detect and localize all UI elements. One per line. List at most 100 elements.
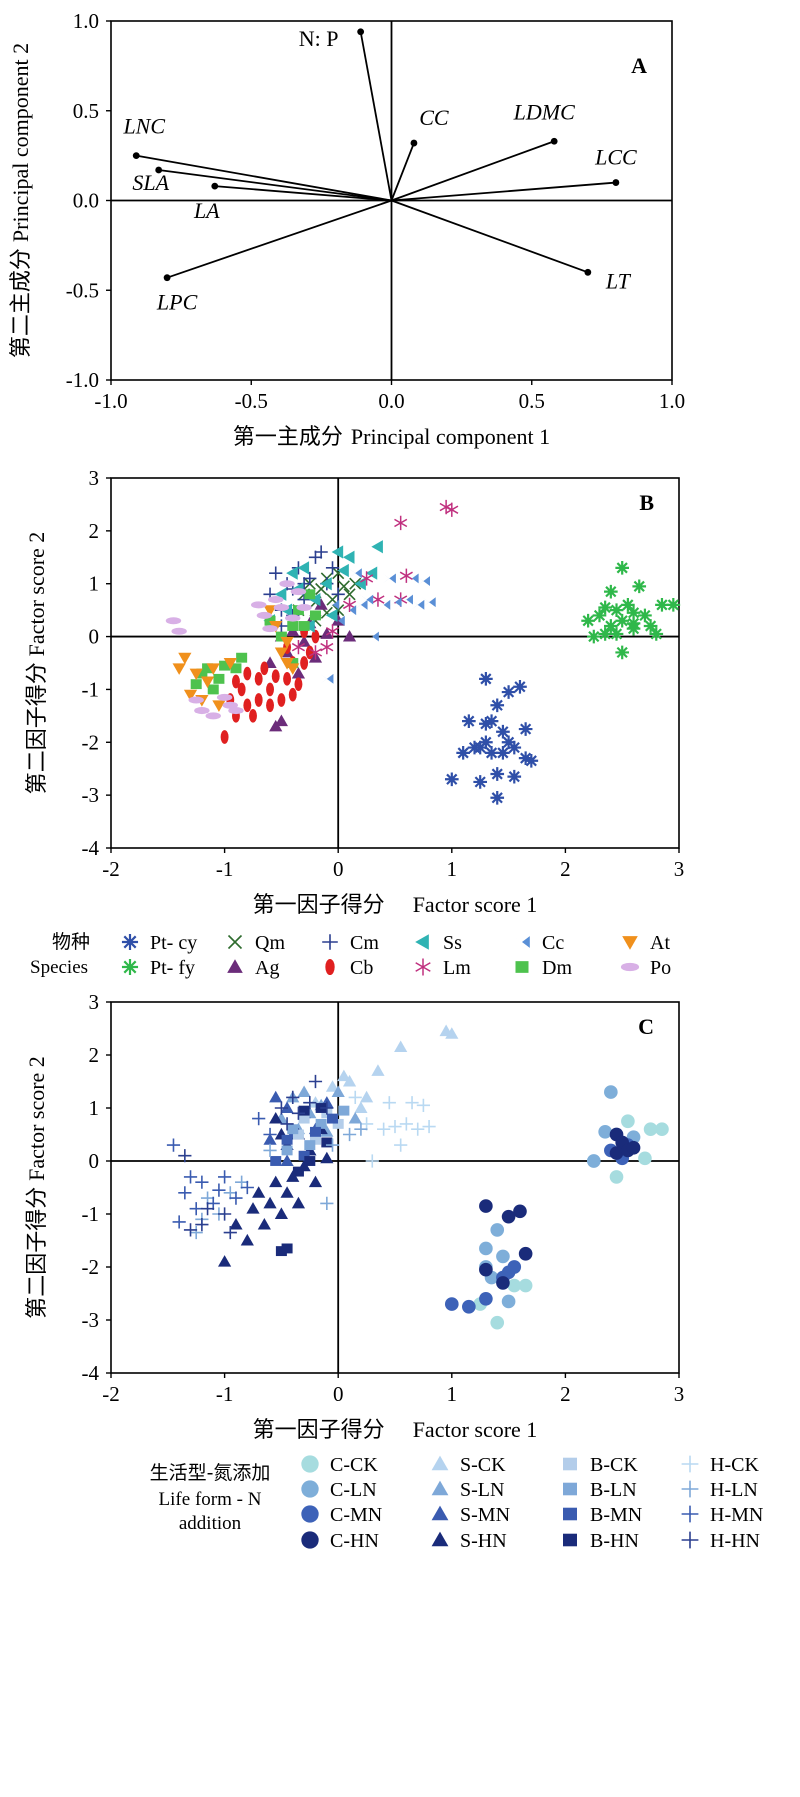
x-axis-title-en: Factor score 1 (413, 892, 538, 917)
data-point (189, 1202, 203, 1216)
data-point (507, 769, 522, 784)
data-points (166, 1024, 669, 1330)
legend-marker (121, 933, 139, 951)
data-point (202, 663, 214, 674)
data-point (320, 1101, 334, 1115)
x-tick-label: 3 (674, 1382, 685, 1406)
loading-point (163, 274, 171, 282)
data-point (518, 1278, 533, 1293)
data-point (274, 1207, 288, 1219)
y-tick-label: 0.5 (73, 99, 99, 123)
data-point (371, 592, 385, 607)
data-point (260, 661, 269, 676)
data-point (314, 598, 328, 610)
data-point (479, 1241, 493, 1256)
data-point (655, 598, 669, 612)
y-tick-label: -2 (82, 730, 100, 754)
data-point (348, 1112, 362, 1124)
x-tick-label: 1 (447, 857, 458, 881)
data-point (371, 1064, 385, 1076)
legend-marker (681, 1531, 699, 1549)
series-s-ck (308, 1024, 459, 1113)
legend-label: At (650, 932, 670, 954)
data-point (243, 666, 252, 681)
data-point (304, 589, 316, 600)
data-point (655, 1122, 669, 1137)
legend-marker (681, 1505, 699, 1523)
x-tick-label: -1 (216, 857, 234, 881)
loading-vector (158, 169, 392, 202)
data-point (484, 746, 499, 760)
legend-label: Lm (443, 957, 471, 979)
data-point (490, 698, 505, 713)
legend-title-cn: 物种 (52, 931, 90, 953)
y-axis-title: 第二因子得分 Factor score 2 (24, 1056, 50, 1319)
data-point (297, 635, 311, 647)
data-point (422, 1119, 436, 1134)
data-point (250, 601, 267, 609)
loading-vector (391, 140, 555, 202)
y-tick-label: -1 (82, 677, 100, 701)
legend-title-cn: 生活型-氮添加 (150, 1462, 271, 1484)
data-point (490, 767, 505, 781)
data-point (479, 716, 493, 731)
legend-marker (681, 1480, 699, 1498)
y-tick-label: -2 (82, 1255, 100, 1279)
x-axis-title-cn: 第一因子得分 (253, 1418, 385, 1443)
data-point (297, 561, 310, 575)
data-point (490, 790, 505, 805)
legend-marker (515, 961, 529, 973)
data-point (222, 701, 238, 709)
data-point (411, 1122, 425, 1136)
legend-title-line-2: addition (179, 1513, 242, 1534)
vector-label: SLA (132, 170, 169, 195)
vector-label: LA (193, 198, 220, 223)
data-point (524, 753, 539, 768)
data-point (320, 627, 334, 639)
series-h-ck (348, 1090, 436, 1168)
data-point (194, 707, 210, 715)
x-tick-label: -1.0 (94, 389, 127, 413)
legend-label: Dm (542, 957, 572, 979)
data-point (266, 698, 275, 713)
data-point (479, 1291, 493, 1306)
series-h-mn (166, 1112, 277, 1229)
y-axis-title-en: Principal component 2 (8, 43, 33, 242)
data-point (268, 596, 284, 604)
x-tick-label: 2 (560, 1382, 571, 1406)
data-point (288, 687, 297, 702)
legend-marker (415, 958, 431, 976)
data-point (444, 772, 459, 787)
data-point (490, 1315, 505, 1330)
data-point (213, 673, 225, 684)
data-point (281, 1145, 293, 1156)
data-point (394, 1040, 408, 1052)
data-point (311, 629, 320, 644)
y-tick-label: 0.0 (73, 189, 99, 213)
data-point (254, 672, 263, 686)
data-point (292, 605, 304, 616)
data-point (325, 561, 340, 575)
data-point (382, 1096, 396, 1110)
data-point (626, 1140, 641, 1155)
y-tick-label: -3 (82, 783, 100, 807)
data-point (246, 1202, 260, 1214)
data-point (332, 1118, 344, 1129)
data-point (320, 1151, 334, 1164)
series-dm (190, 589, 321, 695)
data-point (649, 627, 664, 641)
data-point (263, 1196, 277, 1209)
series-c-mn (444, 1138, 635, 1314)
data-point (270, 1156, 282, 1166)
data-point (298, 1105, 310, 1116)
y-axis-title-cn: 第二主成分 (9, 248, 34, 358)
legend-marker (431, 1480, 449, 1496)
series-pt-fy (581, 561, 681, 660)
x-axis-title: 第一因子得分 Factor score 1 (253, 1417, 538, 1443)
legend-title: Species (30, 957, 88, 978)
series-h-hn (178, 1074, 334, 1240)
data-point (297, 1085, 311, 1098)
data-point (308, 1175, 323, 1188)
legend-label: Cm (350, 932, 379, 954)
data-point (297, 577, 311, 591)
